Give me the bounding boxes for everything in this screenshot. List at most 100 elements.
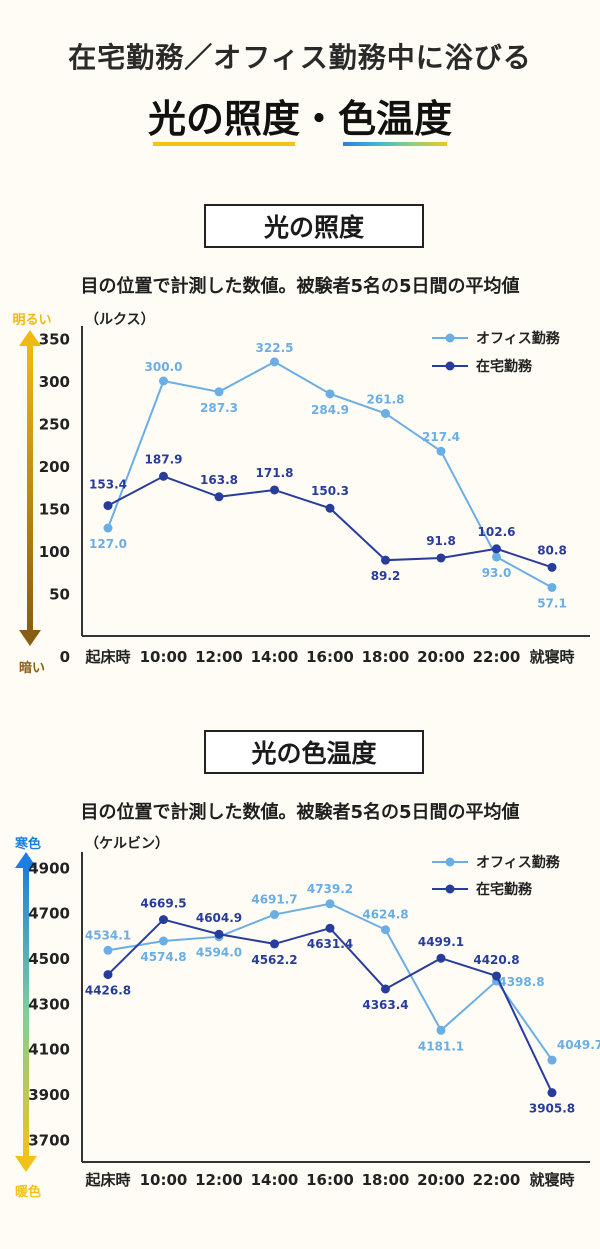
data-point [103,523,113,533]
scale-arrow-up-head [15,852,37,868]
x-tick-label: 22:00 [473,1171,521,1189]
data-point [436,446,446,456]
legend-swatch-dot [445,857,455,867]
data-point [436,1025,446,1035]
legend-swatch-dot [445,361,455,371]
data-label: 4604.9 [196,911,242,925]
data-label: 261.8 [367,392,405,406]
data-label: 300.0 [145,360,183,374]
legend-label: オフィス勤務 [476,330,561,347]
main-subheading: 光の照度 ・色温度 [0,88,600,148]
data-point [103,945,113,955]
data-point [325,503,335,513]
data-point [381,555,390,565]
data-point [159,915,168,925]
data-point [159,471,168,481]
data-point [492,552,501,562]
data-label: 284.9 [311,403,349,417]
scale-arrow-shaft [27,344,33,632]
data-label: 163.8 [200,473,238,487]
data-label: 4624.8 [362,908,408,922]
main-heading: 在宅勤務／オフィス勤務中に浴びる [68,41,532,74]
heading-color-temp-text: 色温度 [338,97,453,141]
y-tick-label: 150 [39,501,70,519]
data-point [103,970,113,980]
data-label: 287.3 [200,401,238,415]
x-tick-label: 10:00 [140,648,188,666]
heading-color-temp: 色温度 [338,88,453,146]
data-label: 4426.8 [85,984,131,998]
data-point [381,408,390,418]
section-title-illuminance: 光の照度 [204,204,424,248]
legend-label: 在宅勤務 [476,358,533,375]
data-label: 4669.5 [140,897,186,911]
data-point [547,1055,557,1065]
data-point [492,971,501,981]
section-subtitle-color-temp: 目の位置で計測した数値。被験者5名の5日間の平均値 [80,802,520,823]
data-point [325,899,335,909]
data-point [270,910,279,920]
data-label: 187.9 [145,452,183,466]
data-label: 4398.8 [498,975,544,989]
y-tick-label: 100 [39,543,70,561]
data-point [159,376,168,386]
data-label: 150.3 [311,484,349,498]
data-label: 4691.7 [251,893,297,907]
data-label: 4181.1 [418,1039,464,1053]
data-point [547,1088,557,1098]
data-label: 4049.7 [557,1038,600,1052]
x-tick-label: 就寝時 [529,648,574,666]
color-temp-underline [343,142,448,146]
data-point [381,984,390,994]
data-label: 3905.8 [529,1102,575,1116]
data-point [436,553,446,563]
data-point [381,925,390,935]
data-label: 217.4 [422,430,460,444]
data-label: 93.0 [482,566,512,580]
data-label: 322.5 [256,341,294,355]
y-tick-label: 250 [39,416,70,434]
legend-swatch-dot [445,884,455,894]
section-title-color-temp: 光の色温度 [204,730,424,774]
x-tick-label: 就寝時 [529,1171,574,1189]
y-tick-label: 4500 [28,950,70,968]
scale-top-label: 明るい [12,313,51,328]
y-tick-label: 0 [60,648,70,666]
y-tick-label: 4700 [28,905,70,923]
x-tick-label: 16:00 [306,1171,354,1189]
data-label: 89.2 [371,569,401,583]
x-tick-label: 22:00 [473,648,521,666]
data-label: 57.1 [537,596,567,610]
data-point [270,939,279,949]
data-point [325,389,335,399]
data-label: 171.8 [256,466,294,480]
data-point [436,953,446,963]
heading-illuminance-text: 光の照度 [147,97,300,141]
scale-arrow-up-head [19,330,41,346]
data-label: 91.8 [426,534,456,548]
data-point [547,562,557,572]
y-tick-label: 4900 [28,859,70,877]
y-unit-label: （ルクス） [85,312,155,328]
scale-arrow-down-head [19,630,41,646]
x-tick-label: 20:00 [417,1171,465,1189]
data-point [159,936,168,946]
data-label: 4534.1 [85,928,131,942]
data-point [547,582,557,592]
data-point [214,387,224,397]
y-unit-label: （ケルビン） [85,836,169,852]
legend-swatch-dot [445,333,455,343]
data-point [492,544,501,554]
x-tick-label: 14:00 [251,648,299,666]
y-tick-label: 3700 [28,1131,70,1149]
scale-top-label: 寒色 [14,836,41,852]
heading-illuminance: 光の照度 [147,88,300,146]
y-tick-label: 50 [49,586,70,604]
data-point [325,923,335,933]
data-point [103,501,113,511]
x-tick-label: 起床時 [84,1171,130,1189]
scale-arrow-shaft [23,866,29,1158]
x-tick-label: 18:00 [362,648,410,666]
data-label: 4562.2 [251,953,297,967]
section-subtitle-illuminance: 目の位置で計測した数値。被験者5名の5日間の平均値 [80,276,520,297]
